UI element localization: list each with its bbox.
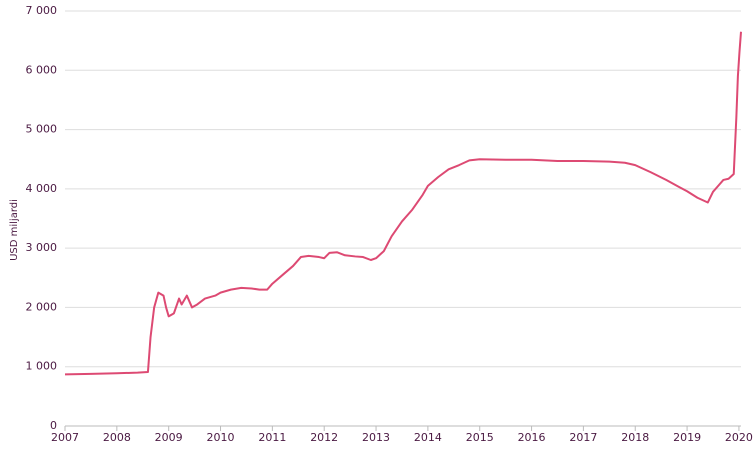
x-tick-label: 2015	[466, 431, 494, 444]
x-tick-label: 2014	[414, 431, 442, 444]
y-tick-label: 1 000	[26, 360, 58, 373]
x-tick-label: 2020	[725, 431, 753, 444]
y-tick-label: 0	[50, 419, 57, 432]
x-tick-label: 2016	[518, 431, 546, 444]
x-tick-label: 2019	[673, 431, 701, 444]
x-tick-label: 2010	[207, 431, 235, 444]
y-tick-label: 5 000	[26, 123, 58, 136]
y-tick-label: 3 000	[26, 241, 58, 254]
x-tick-label: 2007	[51, 431, 79, 444]
x-tick-label: 2017	[569, 431, 597, 444]
x-tick-label: 2008	[103, 431, 131, 444]
x-tick-label: 2009	[155, 431, 183, 444]
x-tick-label: 2013	[362, 431, 390, 444]
y-axis-label: USD miljardi	[9, 199, 20, 261]
x-tick-label: 2018	[621, 431, 649, 444]
y-tick-label: 2 000	[26, 300, 58, 313]
y-tick-label: 7 000	[26, 4, 58, 17]
y-tick-label: 6 000	[26, 63, 58, 76]
x-tick-label: 2012	[310, 431, 338, 444]
x-tick-label: 2011	[258, 431, 286, 444]
y-tick-label: 4 000	[26, 182, 58, 195]
data-line	[64, 31, 742, 376]
